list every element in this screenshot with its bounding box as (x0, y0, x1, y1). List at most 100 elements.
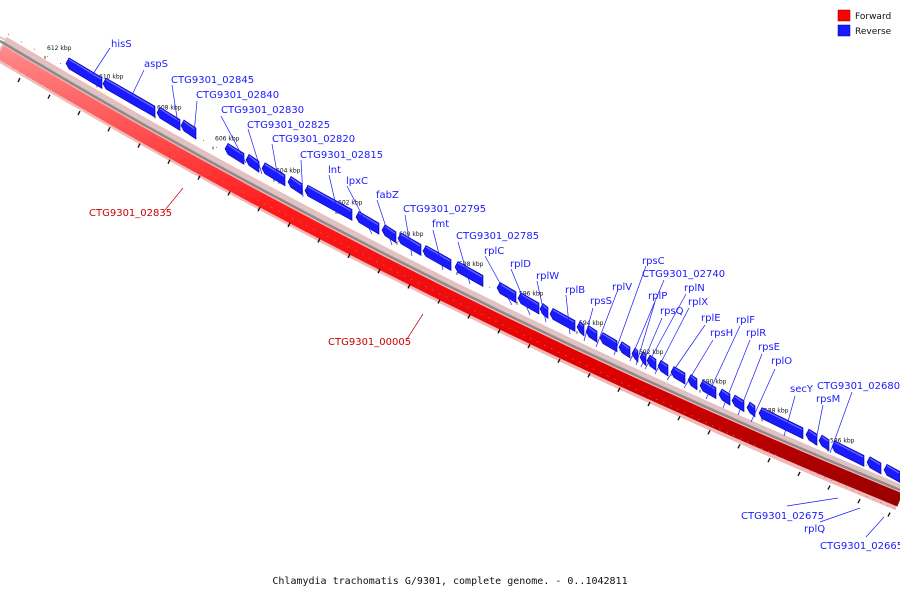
minor-tick (865, 464, 868, 466)
lower-minor-mark (333, 239, 336, 241)
gene-label: lnt (328, 165, 341, 176)
gene-block-highlight (183, 121, 196, 131)
position-tick-label: 606 kbp (215, 136, 240, 143)
lower-minor-mark (361, 253, 364, 256)
minor-tick (215, 146, 218, 148)
lower-minor-mark (508, 327, 511, 330)
gene-block-highlight (542, 304, 548, 310)
minor-tick (46, 55, 49, 57)
lower-minor-mark (690, 415, 693, 417)
lower-minor-mark (123, 128, 126, 131)
lower-minor-mark (74, 102, 77, 104)
reverse-gene-blocks (65, 57, 900, 483)
minor-tick (488, 286, 491, 288)
lower-minor-mark (326, 235, 329, 238)
gene-block-highlight (552, 309, 575, 323)
gene-block-highlight (520, 293, 539, 306)
legend-forward-label: Forward (855, 12, 891, 22)
gene-block (422, 245, 452, 272)
gene-block-highlight (159, 108, 180, 122)
position-tick-label: 598 kbp (459, 261, 484, 268)
lower-minor-mark (592, 368, 595, 370)
lower-minor-mark (550, 348, 553, 350)
lower-minor-mark (186, 162, 189, 164)
lower-minor-mark (886, 504, 889, 507)
forward-gene-label: CTG9301_02835 (89, 208, 172, 219)
lower-minor-mark (445, 296, 448, 298)
lower-minor-mark (235, 188, 238, 190)
gene-block-highlight (649, 356, 656, 362)
gene-block (758, 407, 804, 440)
gene-block-highlight (602, 333, 617, 343)
lower-scale-marks (11, 67, 896, 517)
gene-label: CTG9301_02840 (196, 90, 279, 101)
gene-block-highlight (808, 430, 817, 437)
gene-label: rplO (771, 356, 792, 367)
gene-block-highlight (721, 390, 730, 397)
gene-block (287, 175, 303, 196)
gene-label: rpsE (758, 342, 780, 353)
lower-minor-mark (466, 306, 469, 309)
lower-minor-mark (158, 147, 161, 150)
lower-minor-mark (109, 121, 112, 123)
lower-minor-mark (473, 310, 476, 312)
gene-label: fmt (432, 219, 449, 230)
gene-label: fabZ (376, 190, 399, 201)
lower-minor-mark (354, 250, 357, 252)
lower-mark (677, 415, 681, 421)
lower-minor-mark (116, 124, 119, 127)
lower-minor-mark (522, 334, 525, 336)
lower-minor-mark (501, 324, 504, 326)
lower-mark (587, 372, 591, 378)
backbone-outer-line (0, 36, 900, 487)
gene-label: CTG9301_02675 (741, 511, 824, 522)
lower-mark (227, 191, 231, 196)
lower-minor-mark (102, 117, 105, 119)
lower-minor-mark (452, 299, 455, 302)
genome-caption: Chlamydia trachomatis G/9301, complete g… (272, 576, 628, 587)
lower-minor-mark (767, 451, 770, 453)
lower-minor-mark (263, 203, 266, 205)
gene-block-highlight (734, 396, 744, 403)
lower-minor-mark (480, 313, 483, 316)
lower-minor-mark (494, 320, 497, 323)
minor-tick (540, 312, 543, 314)
lower-mark (17, 77, 21, 83)
lower-minor-mark (277, 210, 280, 212)
lower-minor-mark (39, 82, 42, 85)
gene-block-highlight (68, 58, 102, 80)
gene-block-highlight (673, 367, 685, 376)
lower-mark (347, 253, 351, 259)
lower-minor-mark (585, 365, 588, 367)
lower-minor-mark (830, 479, 833, 482)
gene-block (818, 434, 830, 452)
minor-tick (670, 374, 673, 376)
gene-block (657, 359, 669, 377)
lower-mark (887, 512, 891, 517)
lower-minor-mark (851, 489, 854, 491)
gene-label: rplD (510, 259, 531, 270)
lower-mark (707, 430, 711, 435)
position-tick-label: 590 kbp (702, 379, 727, 386)
lower-minor-mark (746, 441, 749, 443)
lower-minor-mark (53, 90, 56, 93)
lower-minor-mark (676, 408, 679, 411)
lower-minor-mark (67, 98, 70, 100)
gene-block-highlight (761, 408, 803, 430)
gene-block-highlight (690, 375, 697, 381)
gene-label: rplW (536, 271, 559, 282)
gene-block-highlight (499, 283, 516, 294)
lower-minor-mark (368, 257, 371, 259)
lower-minor-mark (487, 317, 490, 319)
lower-mark (377, 268, 381, 274)
lower-minor-mark (305, 224, 308, 227)
gene-block-highlight (634, 349, 638, 353)
gene-label: hisS (111, 39, 132, 50)
gene-block (599, 332, 618, 353)
lower-minor-mark (571, 358, 574, 360)
lower-minor-mark (564, 354, 567, 357)
lower-minor-mark (382, 264, 385, 266)
gene-label: rpsM (816, 394, 840, 405)
gene-block (224, 142, 245, 165)
gene-leader-lines (92, 47, 885, 538)
